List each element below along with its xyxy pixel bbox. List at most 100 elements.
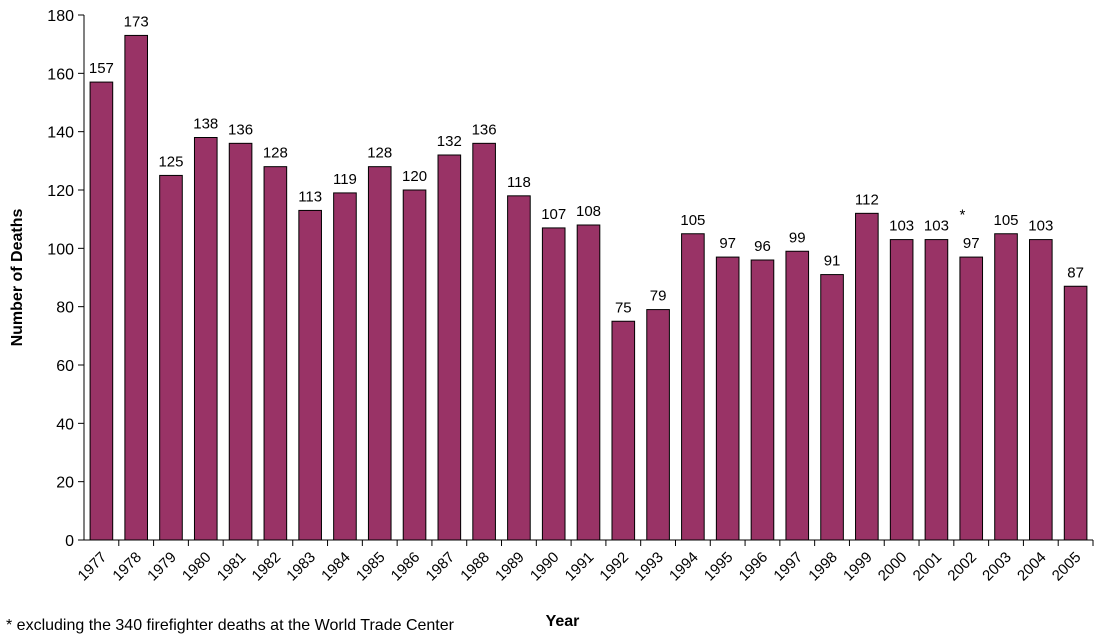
data-label: 136 <box>472 121 497 138</box>
y-axis-title: Number of Deaths <box>9 209 26 347</box>
bar <box>367 166 392 541</box>
bar <box>715 256 740 541</box>
x-tick-label: 1986 <box>388 549 424 585</box>
x-tick-label: 1999 <box>840 549 876 585</box>
data-label: 136 <box>228 121 253 138</box>
x-tick-label: 1988 <box>457 549 493 585</box>
bar <box>611 320 636 541</box>
bar <box>541 227 566 541</box>
data-label: 112 <box>855 191 879 208</box>
data-label: 157 <box>89 60 114 77</box>
x-tick-label: 1996 <box>736 549 772 585</box>
data-label: 119 <box>333 171 357 188</box>
x-tick-label: 2000 <box>875 549 911 585</box>
x-tick-label: 1980 <box>179 549 215 585</box>
data-label: 79 <box>650 288 667 305</box>
bars <box>89 34 1088 541</box>
bar <box>785 250 810 541</box>
x-tick-label: 1991 <box>562 549 598 585</box>
x-tick-label: 1984 <box>318 549 354 585</box>
bar <box>820 274 844 541</box>
y-tick-label: 120 <box>47 183 74 200</box>
x-tick-label: 1983 <box>283 549 319 585</box>
bar <box>750 259 775 541</box>
y-tick-label: 20 <box>56 475 74 492</box>
y-axis-ticks: 0 20 40 60 80 100 120 140 160 180 <box>47 8 84 550</box>
y-tick-label: 100 <box>47 241 74 258</box>
x-tick-label: 2005 <box>1049 549 1085 585</box>
data-label: 128 <box>263 145 288 162</box>
y-tick-label: 80 <box>56 300 74 317</box>
data-label: 128 <box>367 145 392 162</box>
x-tick-label: 1978 <box>109 549 145 585</box>
bar <box>263 166 288 541</box>
data-label: 125 <box>158 153 183 170</box>
data-label: 75 <box>615 299 632 316</box>
y-tick-label: 180 <box>47 8 74 25</box>
x-tick-label: 1995 <box>701 549 737 585</box>
data-label: 103 <box>889 218 914 235</box>
data-label: 103 <box>1028 218 1053 235</box>
annotation-asterisk: * <box>960 207 966 224</box>
bar <box>576 224 601 541</box>
x-tick-label: 2004 <box>1014 549 1050 585</box>
x-axis-ticks: 1977 1978 1979 1980 1981 1982 1983 1984 1985 1986… <box>75 540 1094 585</box>
x-tick-label: 2003 <box>979 549 1015 585</box>
data-label: 105 <box>680 212 705 229</box>
bar <box>193 137 218 541</box>
y-tick-label: 0 <box>65 533 74 550</box>
bar <box>507 195 531 541</box>
y-tick-label: 40 <box>56 416 74 433</box>
data-label: 107 <box>541 206 566 223</box>
y-tick-label: 140 <box>47 125 74 142</box>
data-label: 108 <box>576 203 601 220</box>
bar <box>298 209 322 541</box>
bar <box>924 239 949 541</box>
data-label: 91 <box>824 253 841 270</box>
x-tick-label: 1979 <box>144 549 180 585</box>
bar <box>1063 285 1088 541</box>
bar <box>994 233 1018 541</box>
x-tick-label: 1982 <box>249 549 285 585</box>
bar <box>646 309 670 541</box>
bar <box>1029 239 1053 541</box>
bar <box>437 154 462 541</box>
bar <box>124 34 148 541</box>
bar <box>159 174 183 541</box>
data-label: 97 <box>719 235 736 252</box>
bar <box>681 233 705 541</box>
x-tick-label: 1977 <box>75 549 111 585</box>
x-tick-label: 1994 <box>666 549 702 585</box>
x-tick-label: 1992 <box>597 549 633 585</box>
data-labels: 157 173 125 138 136 128 113 119 128 120 132 136 118 1… <box>89 13 1084 316</box>
data-label: 138 <box>193 116 218 133</box>
bar <box>472 142 496 541</box>
data-label: 87 <box>1067 264 1084 281</box>
x-tick-label: 1998 <box>805 549 841 585</box>
data-label: 97 <box>963 235 980 252</box>
bar <box>89 81 114 541</box>
bar <box>228 142 253 541</box>
data-label: 113 <box>298 188 322 205</box>
y-tick-label: 160 <box>47 66 74 83</box>
data-label: 96 <box>754 238 771 255</box>
x-tick-label: 1993 <box>631 549 667 585</box>
data-label: 173 <box>124 13 149 30</box>
x-tick-label: 1997 <box>770 549 806 585</box>
data-label: 105 <box>994 212 1019 229</box>
x-tick-label: 1990 <box>527 549 563 585</box>
x-tick-label: 2002 <box>944 549 980 585</box>
bar <box>333 192 357 541</box>
x-tick-label: 1981 <box>214 549 250 585</box>
x-tick-label: 1987 <box>423 549 459 585</box>
data-label: 120 <box>402 168 427 185</box>
bar <box>402 189 427 541</box>
x-axis-title: Year <box>546 613 580 630</box>
data-label: 103 <box>924 218 949 235</box>
x-tick-label: 1989 <box>492 549 528 585</box>
bar <box>959 256 984 541</box>
data-label: 118 <box>507 174 531 191</box>
x-tick-label: 2001 <box>910 549 946 585</box>
x-tick-label: 1985 <box>353 549 389 585</box>
